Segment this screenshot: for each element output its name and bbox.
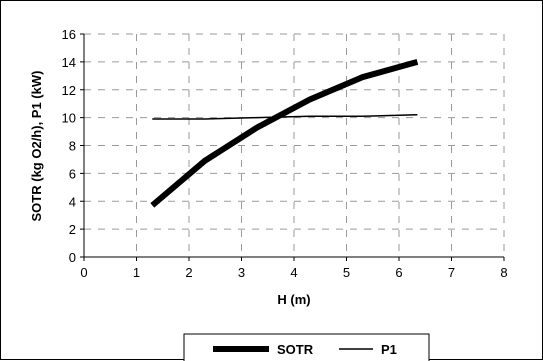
legend-label-sotr: SOTR bbox=[277, 342, 314, 357]
x-tick-label: 4 bbox=[290, 265, 297, 280]
x-tick-label: 5 bbox=[343, 265, 350, 280]
y-tick-label: 6 bbox=[69, 166, 76, 181]
legend-label-p1: P1 bbox=[381, 342, 397, 357]
x-tick-label: 2 bbox=[185, 265, 192, 280]
x-tick-label: 0 bbox=[80, 265, 87, 280]
x-tick-label: 7 bbox=[448, 265, 455, 280]
x-tick-label: 3 bbox=[238, 265, 245, 280]
x-tick-label: 1 bbox=[133, 265, 140, 280]
y-tick-label: 16 bbox=[62, 27, 76, 42]
y-tick-label: 10 bbox=[62, 111, 76, 126]
series-line-p1 bbox=[152, 114, 418, 120]
y-tick-label: 4 bbox=[69, 194, 76, 209]
y-tick-label: 8 bbox=[69, 139, 76, 154]
x-axis-title: H (m) bbox=[277, 292, 310, 307]
y-tick-label: 12 bbox=[62, 83, 76, 98]
x-tick-label: 8 bbox=[500, 265, 507, 280]
series-line-sotr bbox=[150, 59, 419, 208]
y-tick-label: 14 bbox=[62, 55, 76, 70]
y-axis-title: SOTR (kg O2/h), P1 (kW) bbox=[29, 71, 44, 222]
x-tick-label: 6 bbox=[395, 265, 402, 280]
series-lines bbox=[150, 59, 419, 208]
y-tick-label: 0 bbox=[69, 250, 76, 265]
grid-lines bbox=[84, 33, 505, 257]
y-tick-label: 2 bbox=[69, 222, 76, 237]
legend: SOTR P1 bbox=[213, 342, 397, 357]
